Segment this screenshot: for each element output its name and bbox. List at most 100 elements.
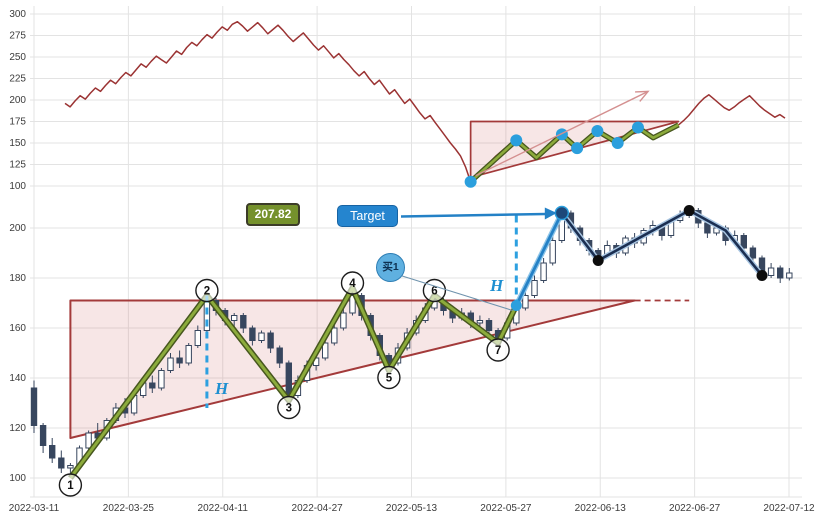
candle-body (67, 465, 74, 469)
pivot-dot (555, 128, 568, 141)
pivot-number-1: 1 (67, 480, 74, 492)
candle-body (340, 312, 347, 329)
y-axis-label: 300 (9, 9, 26, 20)
swing-dot (592, 255, 604, 266)
y-axis-label: 200 (9, 223, 26, 234)
candle-body (240, 315, 247, 329)
breakout-dot (510, 300, 522, 311)
candle-body (58, 457, 65, 469)
y-axis-label: 120 (9, 423, 26, 434)
trend-arrow-head (635, 90, 650, 102)
candle-body (777, 267, 784, 279)
candle-body (39, 425, 47, 446)
pivot-dot (591, 124, 604, 137)
x-axis-label: 2022-06-27 (669, 503, 721, 514)
y-axis-label: 100 (9, 473, 26, 484)
candle-body (276, 347, 283, 364)
x-axis-label: 2022-06-13 (575, 503, 627, 514)
buy-signal-badge[interactable]: 买1 (376, 253, 405, 282)
annotations-layer (398, 207, 557, 312)
swing-dot (683, 205, 695, 216)
pivot-number-4: 4 (349, 278, 356, 290)
candle-body (176, 357, 183, 364)
bottom-panel-candlestick-chart: 1 2 3 4 5 6 7 (30, 205, 793, 497)
pivot-marker-4 (340, 271, 365, 295)
height-label-left: H (215, 379, 229, 398)
pivot-dot (611, 137, 624, 149)
candle-body (85, 432, 92, 449)
trend-arrow (475, 90, 649, 177)
candle-body (522, 295, 529, 309)
x-axis-label: 2022-03-25 (103, 503, 155, 514)
pivot-number-7: 7 (495, 345, 501, 357)
pivot-marker-3 (277, 395, 301, 420)
y-axis-label: 150 (9, 138, 26, 149)
candle-body (194, 330, 202, 346)
pivot-number-6: 6 (431, 286, 437, 298)
candle-body (231, 315, 238, 321)
price-badge[interactable]: 207.82 (246, 203, 300, 226)
pivot-marker-7 (486, 338, 510, 362)
candle-body (476, 320, 484, 324)
candle-body (767, 267, 775, 276)
candle-body (158, 370, 165, 389)
pivot-marker-6 (422, 278, 447, 303)
candle-body (285, 362, 293, 396)
candle-body (49, 445, 56, 459)
candle-body (258, 332, 265, 341)
pivot-dot (631, 121, 644, 134)
candle-body (485, 320, 493, 331)
candle-body (185, 345, 192, 364)
pivot-marker-2 (195, 278, 219, 303)
pivot-dot (571, 142, 584, 155)
swing-dot (756, 270, 768, 281)
y-axis-label: 180 (9, 273, 26, 284)
pivot-dot (510, 134, 523, 147)
candle-body (349, 295, 356, 314)
y-axis-label: 225 (9, 74, 26, 85)
y-axis-label: 160 (9, 323, 26, 334)
pivot-dot (464, 175, 477, 188)
x-axis-label: 2022-04-11 (198, 503, 249, 514)
y-axis-label: 125 (9, 160, 26, 171)
pivot-number-3: 3 (286, 403, 292, 415)
x-axis-label: 2022-05-13 (386, 503, 438, 514)
candle-body (786, 272, 793, 279)
overview-zigzag-line (469, 123, 680, 183)
target-arrow-head (544, 207, 557, 220)
top-panel-overview-chart (64, 20, 786, 188)
pivot-marker-5 (377, 365, 401, 390)
candle-body (167, 357, 174, 371)
candle-body (30, 387, 38, 426)
candle-body (267, 332, 274, 349)
candle-body (749, 247, 757, 259)
candle-body (249, 327, 256, 341)
target-arrow-line (400, 212, 546, 218)
candle-body (531, 280, 538, 296)
candle-body (740, 235, 747, 249)
pivot-number-5: 5 (386, 373, 393, 385)
x-axis-label: 2022-07-12 (763, 503, 815, 514)
pivot-number-2: 2 (204, 286, 210, 298)
overview-price-line (64, 20, 786, 183)
grid: 2022-03-11 2022-03-25 2022-04-11 2022-04-27… (9, 6, 815, 514)
candle-body (331, 327, 338, 344)
x-axis-label: 2022-05-27 (480, 503, 532, 514)
target-dot (554, 205, 570, 221)
height-label-right: H (490, 276, 504, 295)
y-axis-label: 140 (9, 373, 26, 384)
target-button[interactable]: Target (337, 205, 398, 227)
y-axis-label: 250 (9, 52, 26, 63)
y-axis-label: 275 (9, 31, 26, 42)
candle-body (549, 240, 556, 264)
candle-body (540, 262, 547, 281)
buy-signal-pointer-line (398, 274, 513, 312)
breakout-line (515, 212, 564, 307)
x-axis-label: 2022-04-27 (292, 503, 344, 514)
x-axis-label: 2022-03-11 (9, 503, 60, 514)
zigzag-line (69, 286, 518, 479)
candle-body (149, 382, 156, 389)
y-axis-label: 200 (9, 95, 26, 106)
